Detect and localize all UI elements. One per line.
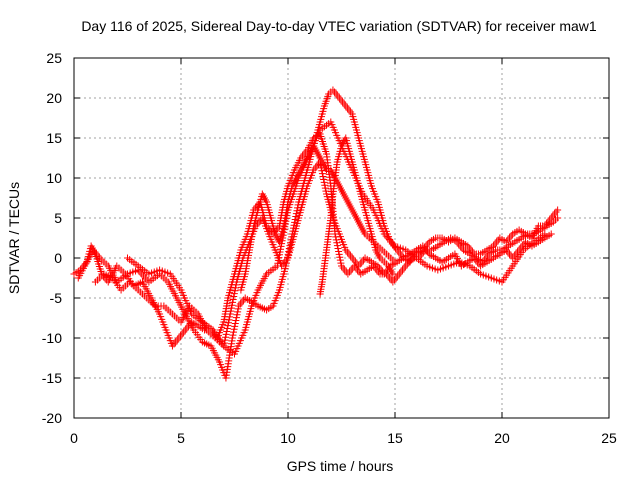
data-point [335,247,343,255]
data-point [223,325,231,333]
y-tick-label: 15 [46,130,62,146]
series-track-5 [237,142,399,294]
data-point [232,314,240,322]
data-point [222,330,230,338]
data-point [335,250,343,258]
y-tick-label: 20 [46,90,62,106]
data-point [234,308,242,316]
y-tick-label: -10 [42,330,62,346]
data-point [228,334,236,342]
data-point [227,307,235,315]
x-tick-label: 0 [70,430,78,446]
series-track-4 [124,118,549,358]
data-point [229,298,237,306]
x-axis-label: GPS time / hours [287,458,394,474]
data-point [336,256,344,264]
data-point [554,206,562,214]
data-point [322,187,330,195]
data-point [234,305,242,313]
data-point [334,245,342,253]
data-point [292,210,300,218]
data-point [227,304,235,312]
data-point [554,214,562,222]
data-point [541,230,549,238]
data-point [232,281,240,289]
y-tick-label: 5 [54,210,62,226]
data-point [223,327,231,335]
x-tick-label: 10 [280,430,296,446]
data-point [319,173,327,181]
y-tick-label: 10 [46,170,62,186]
data-point [224,322,232,330]
data-point [226,310,234,318]
data-point [230,325,238,333]
data-point [321,181,329,189]
data-point [336,253,344,261]
data-point [321,184,329,192]
grid-lines [74,58,609,418]
data-point [229,331,237,339]
series-track-6 [316,134,397,298]
data-point [333,242,341,250]
y-tick-label: -20 [42,410,62,426]
data-point [333,239,341,247]
data-point [547,230,555,238]
data-point [389,270,397,278]
data-point [320,175,328,183]
data-point [231,284,239,292]
chart-title: Day 116 of 2025, Sidereal Day-to-day VTE… [81,18,597,34]
data-point [230,328,238,336]
data-point [231,322,239,330]
x-tick-label: 25 [601,430,617,446]
series-track-2 [74,86,562,382]
data-point [232,317,240,325]
y-tick-label: 25 [46,50,62,66]
data-point [225,316,233,324]
data-point [320,178,328,186]
data-point [222,333,230,341]
data-point [337,259,345,267]
data-point [231,319,239,327]
x-tick-label: 20 [494,430,510,446]
y-tick-label: 0 [54,250,62,266]
series-track-1 [70,130,562,350]
y-tick-label: -5 [50,290,63,306]
data-point [318,167,326,175]
data-point [292,213,300,221]
y-axis-label: SDTVAR / TECUs [6,182,22,294]
data-point [391,258,399,266]
data-point [221,336,229,344]
plot-frame [73,57,610,419]
data-point [226,313,234,321]
data-point [229,295,237,303]
data-point [318,170,326,178]
data-point [230,290,238,298]
data-point [233,311,241,319]
data-point [230,293,238,301]
data-point [224,319,232,327]
x-tick-label: 5 [177,430,185,446]
y-tick-label: -15 [42,370,62,386]
data-point [231,287,239,295]
x-tick-label: 15 [387,430,403,446]
data-point [228,301,236,309]
axis-ticks: 0 5 10 15 20 25 25 20 15 10 5 0 -5 -10 -15 -20 [42,50,617,446]
data-points [70,86,562,382]
